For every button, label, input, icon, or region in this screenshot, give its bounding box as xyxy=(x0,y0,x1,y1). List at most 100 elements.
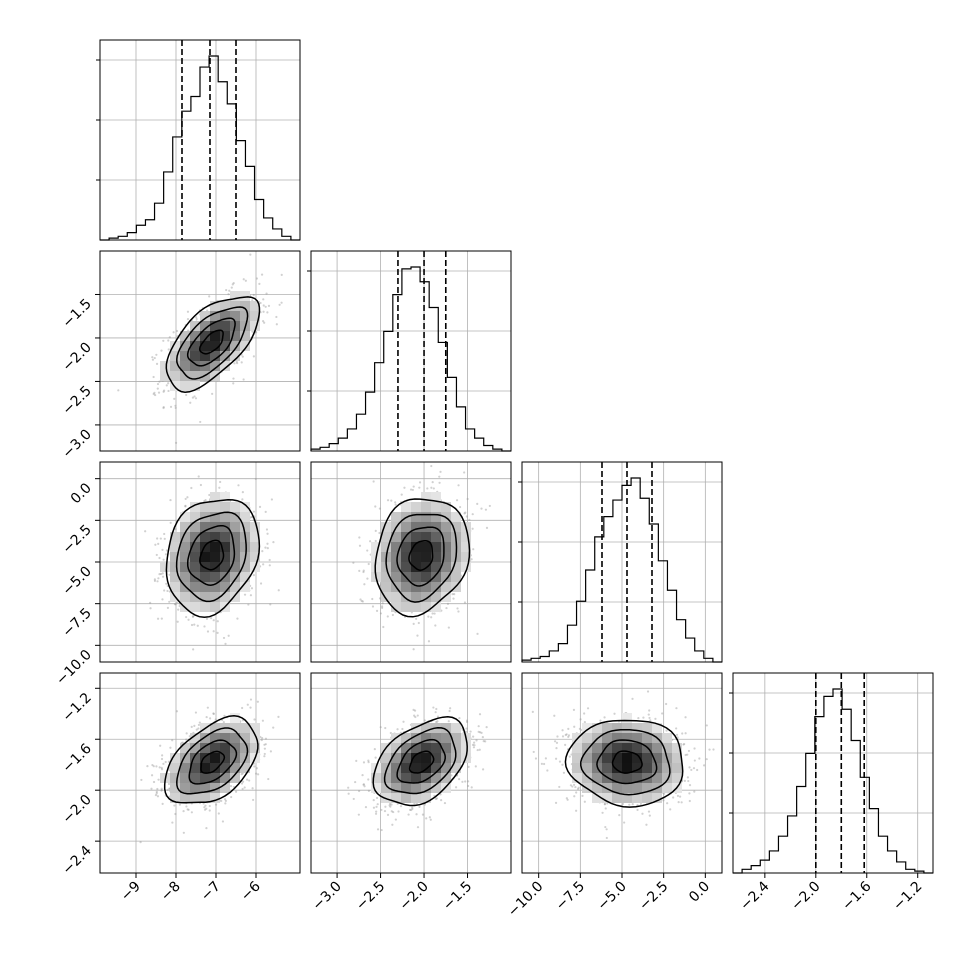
scatter-point xyxy=(185,732,188,735)
scatter-point xyxy=(262,310,265,313)
density-cell xyxy=(622,783,632,793)
scatter-point xyxy=(155,790,158,793)
density-cell xyxy=(180,592,190,602)
scatter-point xyxy=(243,593,247,596)
scatter-point xyxy=(623,821,626,824)
density-cell xyxy=(240,763,250,773)
density-cell xyxy=(461,562,471,572)
scatter-point xyxy=(384,805,387,808)
density-cell xyxy=(250,301,260,311)
scatter-point xyxy=(217,812,220,815)
density-cell xyxy=(210,753,220,763)
contour-2 xyxy=(383,727,457,795)
scatter-point xyxy=(152,780,156,784)
scatter-point xyxy=(416,826,420,829)
density-cell xyxy=(441,552,451,562)
density-cell xyxy=(200,793,210,803)
density-cell xyxy=(391,602,401,612)
scatter-point xyxy=(363,785,366,788)
scatter-point xyxy=(163,537,166,540)
scatter-point xyxy=(193,724,196,727)
scatter-point xyxy=(257,773,260,776)
scatter-point xyxy=(169,521,172,524)
scatter-point xyxy=(262,320,265,323)
density-cell xyxy=(652,743,662,753)
scatter-point xyxy=(621,802,625,806)
density-cell xyxy=(160,562,170,572)
density-cell xyxy=(230,592,240,602)
scatter-point xyxy=(475,739,478,742)
density-cell xyxy=(230,341,240,351)
scatter-point xyxy=(246,778,249,781)
density-cell xyxy=(200,743,210,753)
density-cell xyxy=(240,733,250,743)
scatter-point xyxy=(458,777,461,781)
scatter-point xyxy=(412,622,415,625)
density-cell xyxy=(411,522,421,532)
density-cell xyxy=(461,552,471,562)
scatter-point xyxy=(146,765,149,768)
density-cell xyxy=(200,572,210,582)
scatter-point xyxy=(554,801,558,804)
density-cell xyxy=(180,562,190,572)
scatter-point xyxy=(182,831,185,834)
density-cell xyxy=(421,793,431,803)
scatter-point xyxy=(546,769,549,772)
scatter-point xyxy=(208,809,211,812)
density-cell xyxy=(572,743,582,753)
scatter-point xyxy=(252,510,256,513)
scatter-point xyxy=(166,788,169,791)
density-cell xyxy=(210,492,220,502)
scatter-point xyxy=(161,548,164,551)
density-cell xyxy=(632,753,642,763)
scatter-point xyxy=(197,475,200,478)
density-cell xyxy=(250,532,260,542)
scatter-point xyxy=(470,786,473,789)
scatter-point xyxy=(532,750,535,754)
density-cell xyxy=(441,502,451,512)
scatter-point xyxy=(482,740,485,743)
contour-2 xyxy=(385,513,458,603)
scatter-point xyxy=(367,759,370,762)
scatter-point xyxy=(380,605,384,608)
scatter-point xyxy=(371,597,374,601)
scatter-point xyxy=(378,531,381,535)
scatter-point xyxy=(471,527,474,530)
scatter-point xyxy=(156,580,159,583)
density-cell xyxy=(220,351,230,361)
scatter-point xyxy=(391,613,394,617)
density-cell xyxy=(190,341,200,351)
density-cell xyxy=(612,753,622,763)
scatter-point xyxy=(258,282,261,285)
density-cell xyxy=(652,773,662,783)
density-cell xyxy=(411,562,421,572)
density-cell xyxy=(391,512,401,522)
scatter-point xyxy=(411,488,414,492)
scatter-point xyxy=(566,798,569,801)
density-cell xyxy=(230,301,240,311)
scatter-point xyxy=(604,807,607,810)
scatter-point xyxy=(167,339,170,342)
density-cell xyxy=(411,793,421,803)
scatter-point xyxy=(369,540,372,543)
scatter-point xyxy=(153,578,156,581)
scatter-point xyxy=(465,727,468,730)
contour-0 xyxy=(199,539,225,571)
scatter-point xyxy=(447,626,450,629)
density-cell xyxy=(210,341,220,351)
scatter-point xyxy=(155,353,158,356)
density-cell xyxy=(401,793,411,803)
scatter-point xyxy=(474,765,477,768)
x-tick-label-2-2: −5.0 xyxy=(594,879,629,914)
density-cell xyxy=(632,733,642,743)
scatter-point xyxy=(578,727,582,730)
scatter-point xyxy=(605,828,608,831)
x-tick-label-0-1: −8 xyxy=(158,879,184,905)
density-cell xyxy=(200,321,210,331)
contour-2 xyxy=(176,727,249,795)
scatter-point xyxy=(162,405,165,409)
scatter-point xyxy=(357,813,360,816)
scatter-point xyxy=(661,712,664,715)
density-cell xyxy=(371,773,381,783)
density-cell xyxy=(421,582,431,592)
